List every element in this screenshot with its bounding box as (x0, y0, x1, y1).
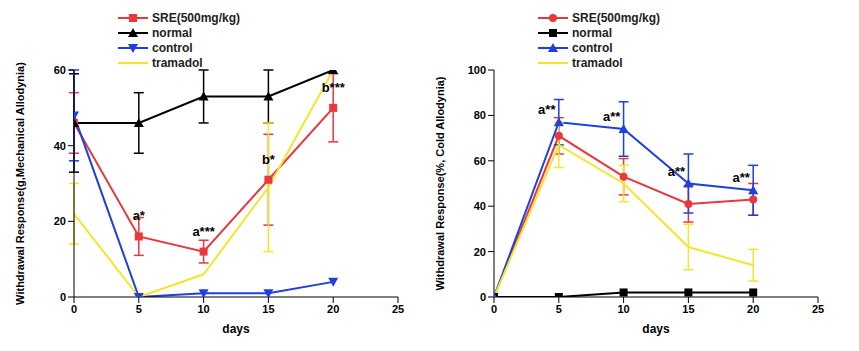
svg-text:20: 20 (54, 215, 66, 227)
html-text:normal: normal (152, 25, 192, 40)
svg-text:100: 100 (468, 64, 486, 76)
svg-text:60: 60 (474, 155, 486, 167)
svg-text:40: 40 (54, 140, 66, 152)
svg-text:a**: a** (733, 170, 751, 185)
svg-text:60: 60 (54, 64, 66, 76)
svg-text:days: days (642, 322, 670, 336)
svg-text:0: 0 (71, 303, 77, 315)
svg-text:a**: a** (538, 102, 556, 117)
svg-text:15: 15 (262, 303, 274, 315)
svg-text:0: 0 (60, 291, 66, 303)
svg-text:a*: a* (133, 208, 146, 223)
html-text:tramadol: tramadol (152, 55, 203, 70)
svg-text:20: 20 (474, 246, 486, 258)
svg-text:b*: b* (262, 152, 276, 167)
svg-text:Withdrawal Response(%, Cold Al: Withdrawal Response(%, Cold Allodynia) (434, 76, 446, 290)
svg-text:15: 15 (682, 303, 694, 315)
svg-text:20: 20 (747, 303, 759, 315)
svg-text:5: 5 (136, 303, 142, 315)
html-text:control: control (152, 40, 193, 55)
svg-text:Withdrawal Response(g,Mechanic: Withdrawal Response(g,Mechanical Allodyn… (14, 62, 26, 305)
svg-text:10: 10 (617, 303, 629, 315)
svg-text:b***: b*** (322, 80, 346, 95)
svg-text:25: 25 (812, 303, 824, 315)
svg-text:25: 25 (392, 303, 404, 315)
svg-text:10: 10 (197, 303, 209, 315)
html-text:SRE(500mg/kg): SRE(500mg/kg) (572, 10, 660, 25)
svg-text:5: 5 (556, 303, 562, 315)
svg-text:a**: a** (603, 109, 621, 124)
html-text:normal: normal (572, 25, 612, 40)
svg-text:days: days (222, 322, 250, 336)
svg-text:40: 40 (474, 200, 486, 212)
svg-text:a***: a*** (192, 224, 215, 239)
svg-text:20: 20 (327, 303, 339, 315)
html-text:control: control (572, 40, 613, 55)
html-text:tramadol: tramadol (572, 55, 623, 70)
svg-text:0: 0 (491, 303, 497, 315)
svg-text:0: 0 (480, 291, 486, 303)
html-text:SRE(500mg/kg): SRE(500mg/kg) (152, 10, 240, 25)
svg-text:80: 80 (474, 109, 486, 121)
svg-text:a**: a** (668, 164, 686, 179)
